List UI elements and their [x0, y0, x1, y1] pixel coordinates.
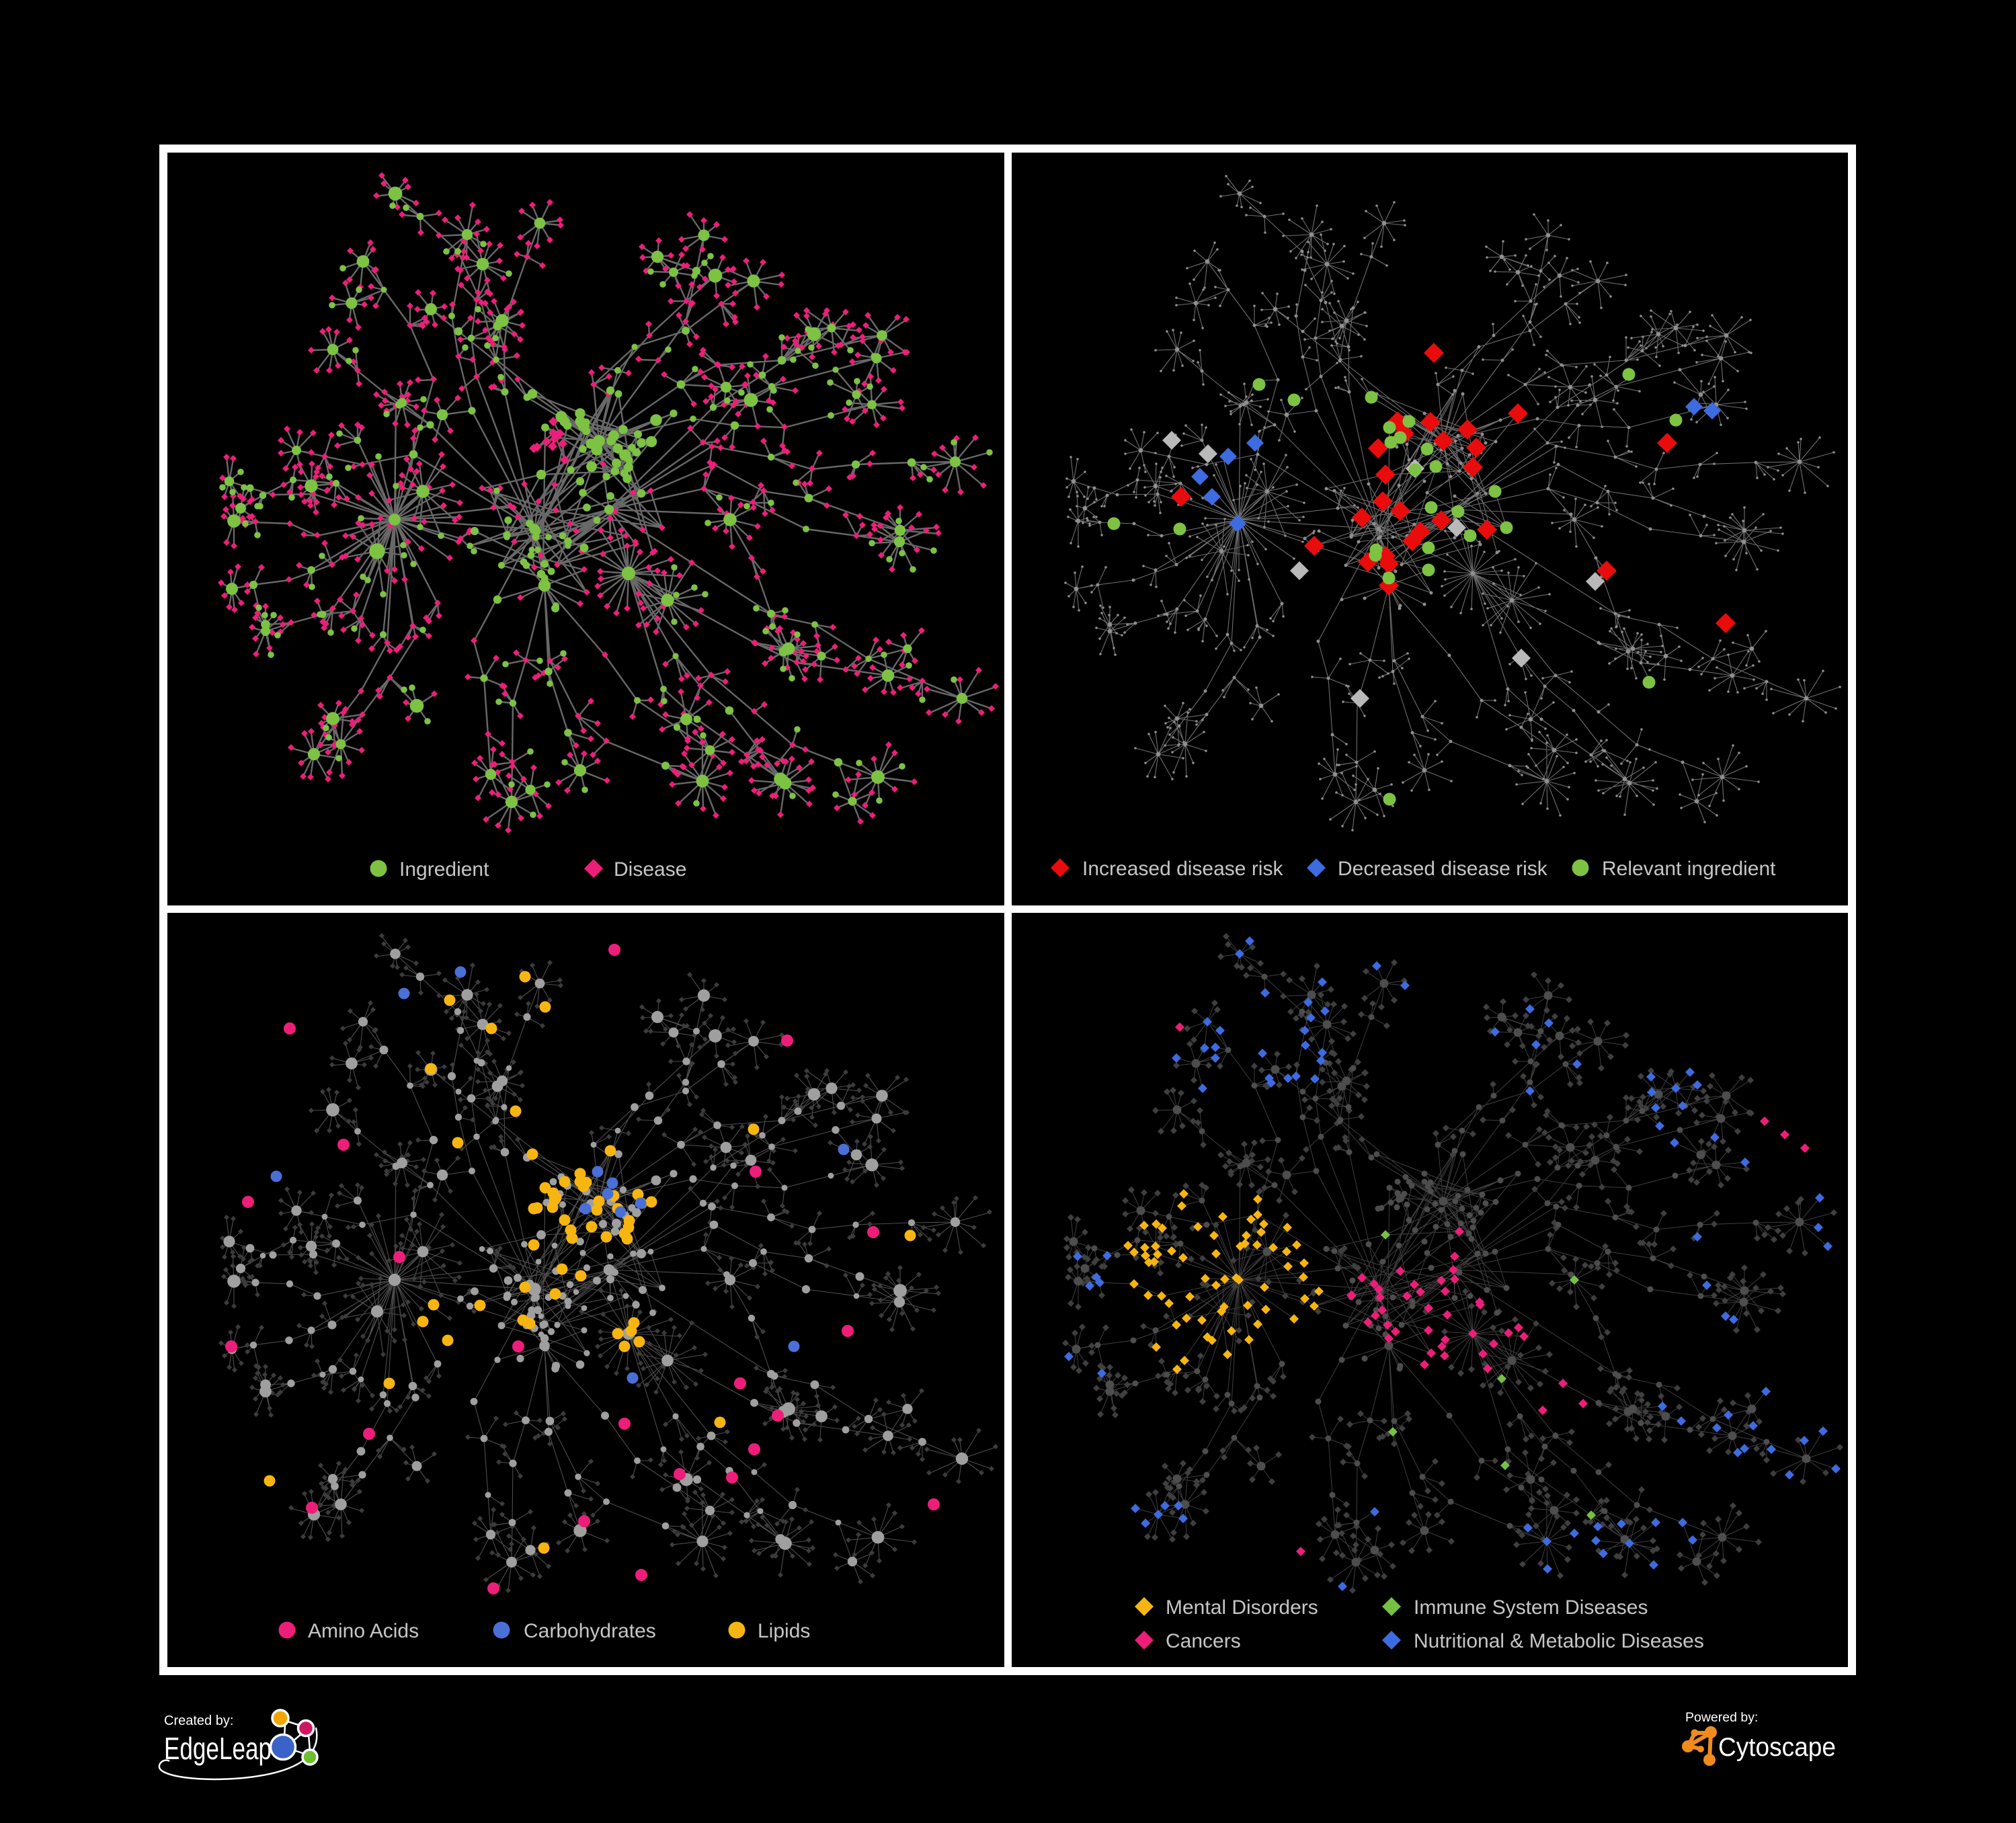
- svg-text:Powered by:: Powered by:: [1685, 1710, 1758, 1725]
- svg-text:Immune System Diseases: Immune System Diseases: [1414, 1596, 1648, 1619]
- svg-text:Lipids: Lipids: [758, 1620, 810, 1642]
- svg-text:Increased disease risk: Increased disease risk: [1082, 858, 1283, 880]
- svg-text:Relevant ingredient: Relevant ingredient: [1602, 858, 1776, 880]
- svg-text:Created by:: Created by:: [164, 1713, 233, 1728]
- svg-text:Cytoscape: Cytoscape: [1718, 1733, 1836, 1762]
- svg-text:EdgeLeap: EdgeLeap: [164, 1731, 272, 1766]
- svg-text:Disease: Disease: [614, 858, 686, 881]
- svg-text:Nutritional & Metabolic Diseas: Nutritional & Metabolic Diseases: [1414, 1630, 1704, 1652]
- svg-text:Cancers: Cancers: [1166, 1630, 1241, 1652]
- svg-text:Ingredient: Ingredient: [399, 858, 489, 881]
- svg-text:Mental Disorders: Mental Disorders: [1166, 1596, 1318, 1619]
- svg-text:Decreased disease risk: Decreased disease risk: [1338, 858, 1548, 880]
- svg-text:Amino Acids: Amino Acids: [308, 1620, 419, 1642]
- svg-text:Carbohydrates: Carbohydrates: [524, 1620, 656, 1642]
